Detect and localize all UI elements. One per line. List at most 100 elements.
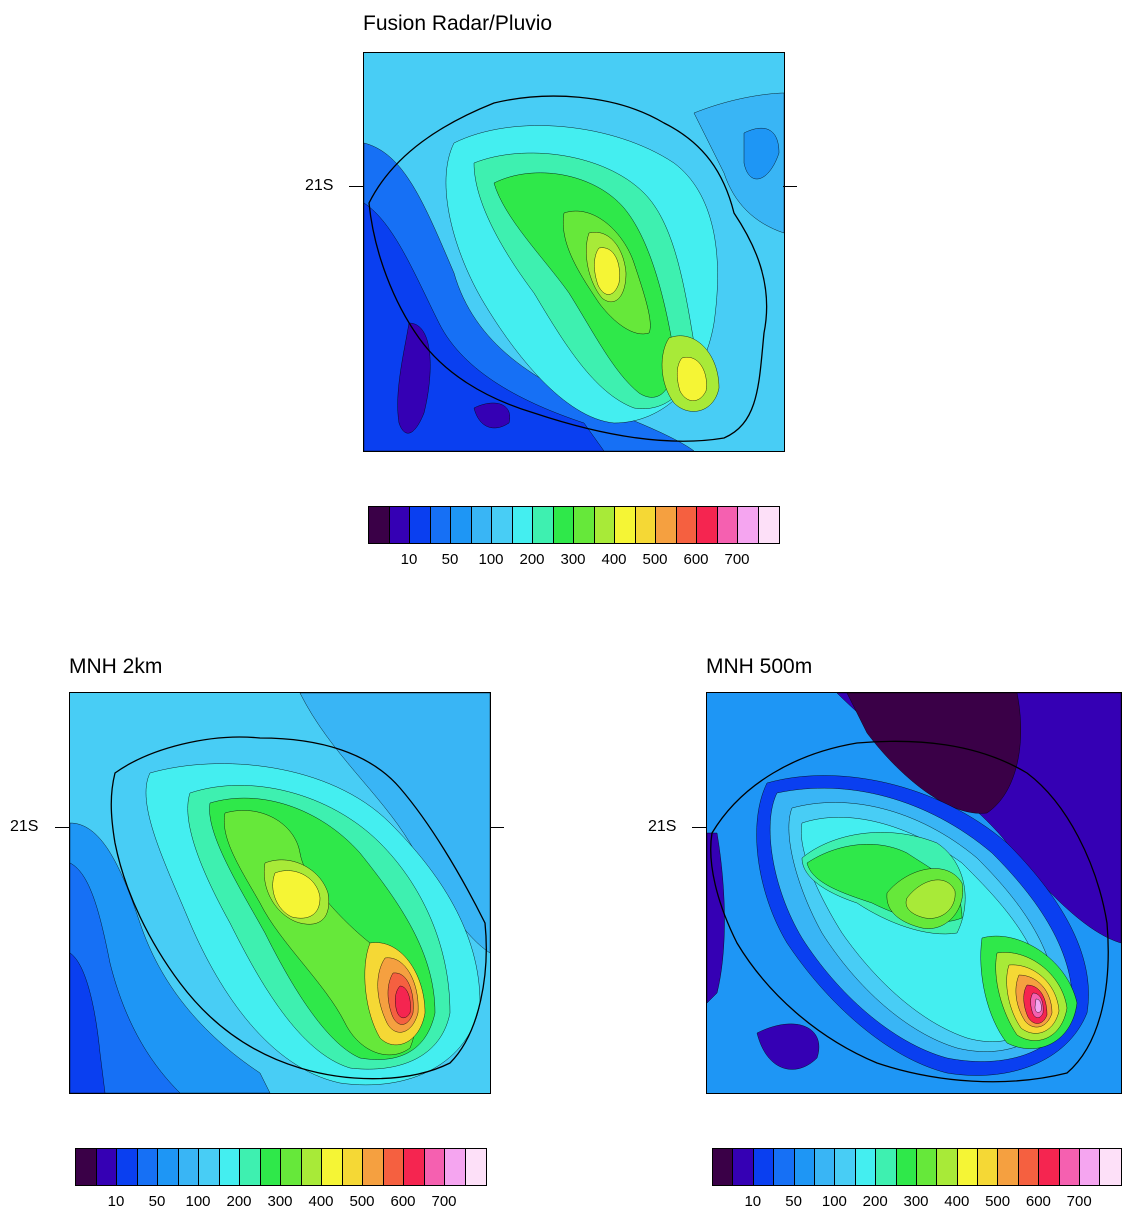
colorbar-swatch <box>117 1149 138 1185</box>
lat-label-mnh2km: 21S <box>10 818 39 835</box>
colorbar-label: 600 <box>683 551 709 568</box>
map-fusion <box>363 52 785 452</box>
colorbar-swatch <box>369 507 390 543</box>
colorbar-label: 400 <box>308 1193 334 1210</box>
colorbar-label: 400 <box>601 551 627 568</box>
colorbar-mnh500m <box>712 1148 1122 1186</box>
colorbar-swatch <box>389 507 410 543</box>
colorbar-label: 50 <box>441 551 459 568</box>
colorbar-swatch <box>465 1149 486 1185</box>
colorbar-label: 100 <box>185 1193 211 1210</box>
colorbar-label: 700 <box>431 1193 457 1210</box>
colorbar-swatch <box>656 507 677 543</box>
colorbar-swatch <box>937 1149 958 1185</box>
panel-title-mnh2km: MNH 2km <box>69 655 163 678</box>
colorbar-swatch <box>957 1149 979 1185</box>
colorbar-swatch <box>753 1149 775 1185</box>
colorbar-swatch <box>363 1149 384 1185</box>
colorbar-swatch <box>430 507 451 543</box>
colorbar-swatch <box>219 1149 240 1185</box>
panel-title-fusion: Fusion Radar/Pluvio <box>363 12 553 35</box>
colorbar-swatch <box>137 1149 158 1185</box>
colorbar-swatch <box>451 507 472 543</box>
lat-tick-right-fusion <box>783 186 797 187</box>
colorbar-label: 500 <box>985 1193 1011 1210</box>
colorbar-swatch <box>76 1149 97 1185</box>
colorbar-labels-mnh500m: 10 50 100 200 300 400 500 600 700 <box>712 1193 1120 1213</box>
colorbar-swatch <box>1039 1149 1060 1185</box>
colorbar-swatch <box>738 507 759 543</box>
colorbar-label: 200 <box>862 1193 888 1210</box>
colorbar-swatch <box>978 1149 999 1185</box>
colorbar-fusion <box>368 506 780 544</box>
colorbar-label: 700 <box>724 551 750 568</box>
colorbar-swatch <box>1059 1149 1081 1185</box>
colorbar-swatch <box>635 507 656 543</box>
map-mnh500m <box>706 692 1122 1094</box>
colorbar-label: 600 <box>390 1193 416 1210</box>
colorbar-swatch <box>96 1149 117 1185</box>
colorbar-swatch <box>553 507 574 543</box>
colorbar-label: 100 <box>478 551 504 568</box>
colorbar-swatch <box>896 1149 917 1185</box>
colorbar-labels-fusion: 10 50 100 200 300 400 500 600 700 <box>368 551 778 571</box>
colorbar-swatch <box>322 1149 343 1185</box>
colorbar-swatch <box>158 1149 179 1185</box>
colorbar-swatch <box>471 507 492 543</box>
colorbar-label: 500 <box>349 1193 375 1210</box>
colorbar-swatch <box>260 1149 281 1185</box>
colorbar-label: 300 <box>560 551 586 568</box>
colorbar-swatch <box>733 1149 754 1185</box>
colorbar-swatch <box>404 1149 425 1185</box>
colorbar-swatch <box>240 1149 261 1185</box>
colorbar-swatch <box>1100 1149 1121 1185</box>
colorbar-swatch <box>676 507 697 543</box>
colorbar-swatch <box>383 1149 404 1185</box>
lat-tick-left-mnh500m <box>692 827 706 828</box>
colorbar-label: 10 <box>744 1193 762 1210</box>
colorbar-labels-mnh2km: 10 50 100 200 300 400 500 600 700 <box>75 1193 485 1213</box>
colorbar-swatch <box>998 1149 1019 1185</box>
colorbar-label: 50 <box>148 1193 166 1210</box>
colorbar-swatch <box>178 1149 199 1185</box>
colorbar-swatch <box>424 1149 445 1185</box>
colorbar-swatch <box>876 1149 897 1185</box>
panel-title-mnh500m: MNH 500m <box>706 655 813 678</box>
colorbar-swatch <box>794 1149 815 1185</box>
colorbar-swatch <box>445 1149 466 1185</box>
colorbar-label: 10 <box>400 551 418 568</box>
lat-tick-right-mnh2km <box>490 827 504 828</box>
colorbar-swatch <box>774 1149 795 1185</box>
colorbar-swatch <box>301 1149 322 1185</box>
colorbar-label: 50 <box>785 1193 802 1210</box>
lat-label-mnh500m: 21S <box>648 818 677 835</box>
colorbar-label: 300 <box>267 1193 293 1210</box>
colorbar-label: 200 <box>226 1193 252 1210</box>
colorbar-label: 10 <box>107 1193 125 1210</box>
colorbar-swatch <box>697 507 718 543</box>
colorbar-label: 200 <box>519 551 545 568</box>
colorbar-label: 100 <box>821 1193 847 1210</box>
colorbar-swatch <box>281 1149 302 1185</box>
colorbar-swatch <box>594 507 615 543</box>
colorbar-swatch <box>1080 1149 1101 1185</box>
colorbar-swatch <box>717 507 738 543</box>
colorbar-swatch <box>574 507 595 543</box>
colorbar-label: 700 <box>1066 1193 1092 1210</box>
colorbar-label: 300 <box>903 1193 929 1210</box>
colorbar-swatch <box>1018 1149 1040 1185</box>
colorbar-swatch <box>492 507 513 543</box>
lat-tick-left-fusion <box>349 186 363 187</box>
colorbar-swatch <box>615 507 636 543</box>
lat-label-fusion: 21S <box>305 177 334 194</box>
colorbar-swatch <box>835 1149 856 1185</box>
colorbar-swatch <box>916 1149 938 1185</box>
colorbar-swatch <box>342 1149 363 1185</box>
colorbar-swatch <box>855 1149 877 1185</box>
colorbar-swatch <box>410 507 431 543</box>
colorbar-label: 500 <box>642 551 668 568</box>
colorbar-label: 400 <box>944 1193 970 1210</box>
colorbar-swatch <box>758 507 779 543</box>
colorbar-swatch <box>199 1149 220 1185</box>
map-mnh2km <box>69 692 491 1094</box>
